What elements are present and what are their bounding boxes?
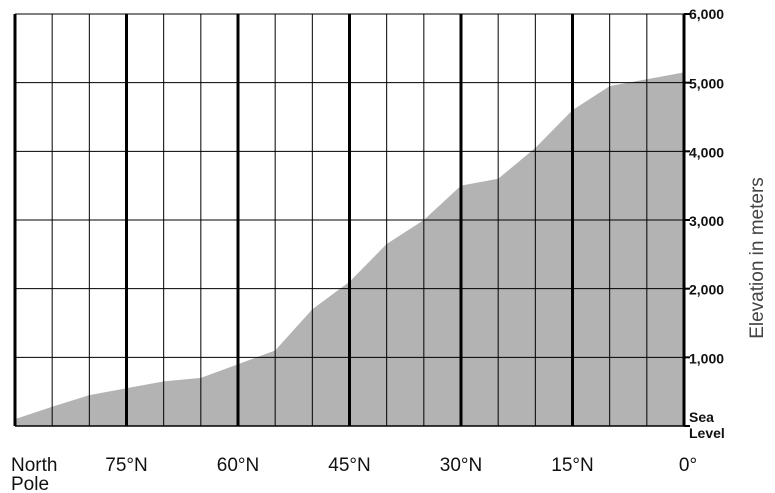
y-tick-label: 4,000 [689,144,724,160]
y-tick-label: Sea [689,409,714,425]
x-tick-label: 15°N [551,455,593,476]
area-layer [15,72,684,427]
y-tick-label: 5,000 [689,76,724,92]
x-tick-label: 0° [679,455,697,476]
x-tick-label: 45°N [328,455,370,476]
elevation-area [15,72,684,427]
y-tick-label: 6,000 [689,6,724,22]
y-tick-label: 1,000 [689,350,724,366]
y-tick-label: 3,000 [689,213,724,229]
x-tick-label: 30°N [440,455,482,476]
x-tick-label: Pole [11,474,49,493]
x-tick-label: 60°N [217,455,259,476]
x-tick-label: North [11,455,57,476]
y-tick-label: 2,000 [689,282,724,298]
grid-layer [13,13,690,427]
y-axis-title: Elevation in meters [747,177,768,339]
x-tick-label: 75°N [105,455,147,476]
y-tick-label: Level [689,425,725,441]
